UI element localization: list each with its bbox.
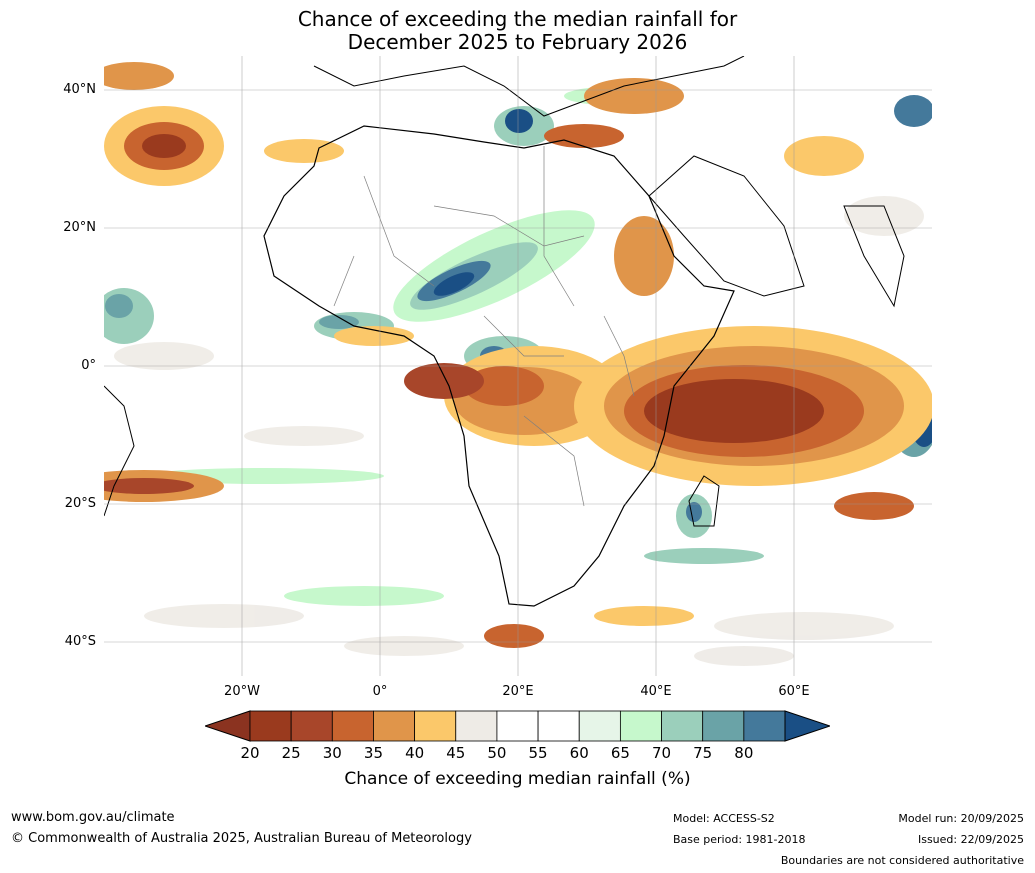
title-line-2: December 2025 to February 2026: [347, 30, 688, 54]
colorbar-box: [702, 710, 745, 742]
colorbar-box: [661, 710, 704, 742]
footer-base-period: Base period: 1981-2018: [673, 833, 806, 846]
colorbar-box: [537, 710, 580, 742]
coastline-madagascar: [688, 475, 720, 527]
graticule: [104, 56, 932, 676]
coastline-europe: [313, 56, 745, 117]
map-title: Chance of exceeding the median rainfall …: [0, 8, 1035, 54]
colorbar-box: [414, 710, 457, 742]
colorbar-tick-label: 35: [363, 744, 383, 762]
footer-disclaimer: Boundaries are not considered authoritat…: [780, 854, 1024, 867]
rainfall-map: [104, 56, 932, 676]
footer-website[interactable]: www.bom.gov.au/climate: [11, 810, 175, 825]
coastline-africa: [263, 125, 735, 607]
lon-label-0: 0°: [372, 684, 388, 699]
colorbar-boxes: [249, 710, 786, 742]
colorbar-tick-label: 75: [693, 744, 713, 762]
coastline-arabia: [648, 155, 805, 297]
country-borders: [333, 146, 635, 507]
lon-label-20w: 20°W: [224, 684, 260, 699]
footer-model: Model: ACCESS-S2: [673, 812, 775, 825]
colorbar-tick-label: 70: [651, 744, 672, 762]
lat-label-20s: 20°S: [64, 496, 96, 511]
colorbar-tick-label: 25: [281, 744, 301, 762]
colorbar-high-arrow: [784, 710, 830, 742]
lat-label-0: 0°: [81, 358, 96, 373]
lat-label-20n: 20°N: [63, 220, 96, 235]
colorbar-low-arrow: [205, 710, 251, 742]
colorbar-tick-label: 30: [322, 744, 342, 762]
lon-label-40e: 40°E: [640, 684, 672, 699]
colorbar-tick-label: 45: [446, 744, 466, 762]
colorbar-title: Chance of exceeding median rainfall (%): [344, 769, 691, 789]
colorbar: [205, 710, 830, 742]
lon-label-20e: 20°E: [502, 684, 534, 699]
colorbar-box: [496, 710, 539, 742]
colorbar-tick-label: 40: [405, 744, 425, 762]
footer-issued: Issued: 22/09/2025: [917, 833, 1024, 846]
colorbar-tick-label: 60: [569, 744, 589, 762]
colorbar-box: [619, 710, 662, 742]
title-line-1: Chance of exceeding the median rainfall …: [297, 7, 738, 31]
colorbar-box: [290, 710, 333, 742]
colorbar-tick-label: 65: [610, 744, 630, 762]
lat-label-40s: 40°S: [64, 634, 96, 649]
coastline-south-america: [104, 385, 135, 517]
lat-label-40n: 40°N: [63, 82, 96, 97]
colorbar-box: [578, 710, 621, 742]
colorbar-tick-label: 80: [734, 744, 754, 762]
coastline-india: [843, 205, 905, 308]
colorbar-box: [373, 710, 416, 742]
colorbar-tick-label: 55: [528, 744, 548, 762]
colorbar-box: [743, 710, 786, 742]
colorbar-box: [331, 710, 374, 742]
colorbar-tick-label: 20: [240, 744, 260, 762]
footer-model-run: Model run: 20/09/2025: [898, 812, 1024, 825]
colorbar-tick-label: 50: [487, 744, 507, 762]
colorbar-box: [455, 710, 498, 742]
colorbar-box: [249, 710, 292, 742]
lon-label-60e: 60°E: [778, 684, 810, 699]
footer-copyright: © Commonwealth of Australia 2025, Austra…: [11, 831, 472, 846]
